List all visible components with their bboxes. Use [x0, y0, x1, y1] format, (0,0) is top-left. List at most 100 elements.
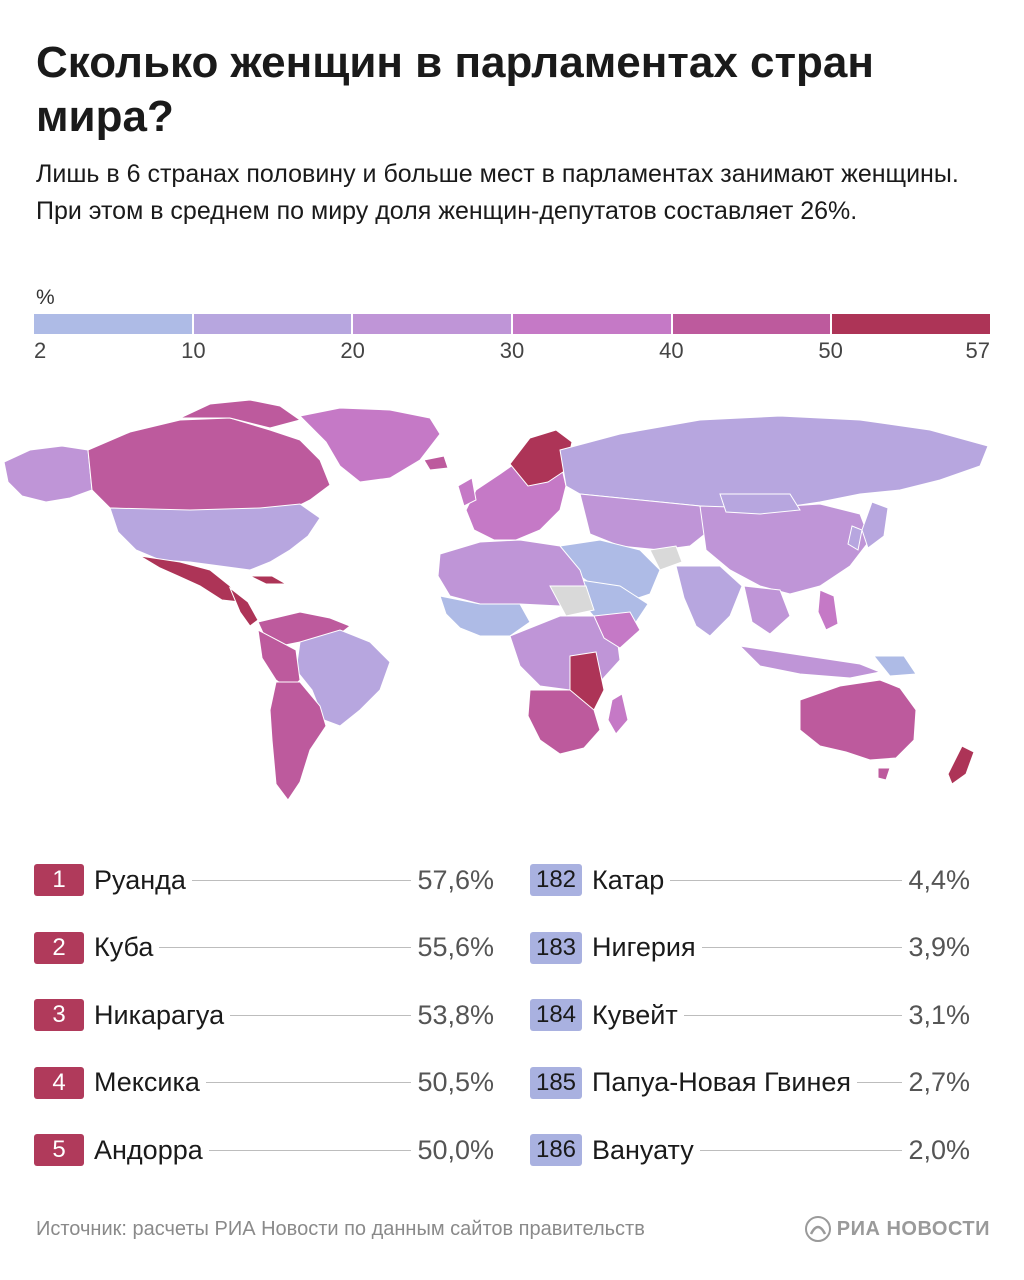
country-name: Куба [94, 932, 154, 962]
brand-logo: РИА НОВОСТИ [804, 1216, 990, 1242]
region-tasmania [877, 767, 891, 781]
scale-segment-5 [672, 314, 831, 334]
scale-tick: 20 [340, 338, 365, 363]
leader-line [683, 1014, 903, 1016]
bottom-ranking: 182 Катар 4,4% 183 Нигерия 3,9% 184 Куве… [530, 860, 970, 1198]
ria-logo-icon [804, 1216, 831, 1242]
world-map [3, 399, 989, 801]
scale-tick: 2 [34, 338, 47, 363]
country-value: 53,8% [417, 999, 494, 1030]
region-korea [847, 525, 863, 551]
rank-badge: 183 [530, 931, 582, 964]
region-uk [457, 477, 477, 507]
leader-line [205, 1082, 412, 1083]
country-name: Вануату [592, 1134, 694, 1165]
region-madagascar [607, 693, 629, 735]
country-value: 50,0% [417, 1134, 494, 1165]
ranking-row: 1 Руанда 57,6% [34, 860, 494, 900]
region-horn-of-africa [593, 611, 641, 649]
country-name: Папуа-Новая Гвинея [592, 1067, 852, 1097]
scale-tick: 50 [818, 338, 843, 363]
region-mexico [139, 555, 241, 603]
country-value: 2,0% [908, 1134, 970, 1165]
rank-badge: 4 [34, 1066, 84, 1099]
region-central-america [228, 586, 259, 627]
ranking-row: 182 Катар 4,4% [530, 860, 970, 900]
ranking-row: 5 Андорра 50,0% [34, 1130, 494, 1170]
region-alaska [3, 445, 93, 503]
region-no-data-africa [549, 585, 595, 617]
ranking-row: 2 Куба 55,6% [34, 928, 494, 968]
region-canada [87, 417, 331, 513]
brand-name: РИА НОВОСТИ [836, 1217, 990, 1240]
region-southern-africa [527, 689, 601, 755]
region-central-asia [579, 493, 711, 551]
region-greenland [298, 407, 441, 483]
ranking-row: 184 Кувейт 3,1% [530, 995, 970, 1035]
ranking-row: 4 Мексика 50,5% [34, 1063, 494, 1103]
leader-line [699, 1149, 903, 1151]
color-scale [34, 314, 991, 334]
region-indonesia [738, 645, 882, 679]
rank-badge: 185 [530, 1066, 582, 1099]
scale-segment-6 [832, 314, 991, 334]
region-china [699, 503, 871, 595]
chart-title: Сколько женщин в парламентах стран мира? [36, 38, 874, 141]
top-ranking: 1 Руанда 57,6% 2 Куба 55,6% 3 Никарагуа … [34, 860, 494, 1198]
scale-tick-labels: 2 10 20 30 40 50 57 [34, 338, 990, 368]
leader-line [208, 1149, 412, 1151]
rank-badge: 3 [34, 999, 84, 1031]
region-australia [799, 679, 917, 761]
region-iceland [423, 455, 449, 471]
region-papua [872, 655, 917, 677]
country-value: 55,6% [417, 932, 494, 962]
leader-line [857, 1082, 903, 1083]
country-value: 2,7% [908, 1067, 970, 1097]
country-name: Мексика [94, 1067, 200, 1097]
ranking-row: 183 Нигерия 3,9% [530, 928, 970, 968]
country-value: 3,1% [908, 999, 970, 1030]
country-name: Руанда [94, 864, 186, 895]
scale-segment-4 [513, 314, 671, 334]
scale-segment-3 [353, 314, 512, 334]
region-india [675, 565, 743, 637]
country-value: 4,4% [908, 864, 970, 895]
region-philippines [817, 589, 839, 631]
region-japan [861, 501, 889, 549]
scale-tick: 30 [499, 338, 525, 363]
leader-line [670, 879, 903, 881]
region-usa [109, 503, 321, 571]
region-southern-cone [269, 681, 327, 801]
region-cuba [249, 575, 288, 585]
region-southeast-asia [743, 585, 791, 635]
rank-badge: 186 [530, 1134, 582, 1166]
ranking-row: 186 Вануату 2,0% [530, 1130, 970, 1170]
ranking-row: 3 Никарагуа 53,8% [34, 995, 494, 1035]
source-note: Источник: расчеты РИА Новости по данным … [36, 1218, 645, 1240]
rank-badge: 2 [34, 931, 84, 964]
scale-segment-2 [193, 314, 352, 334]
scale-segment-1 [34, 314, 192, 334]
chart-subtitle: Лишь в 6 странах половину и больше мест … [36, 160, 959, 225]
region-no-data-asia [649, 545, 683, 571]
legend-unit: % [36, 286, 55, 309]
country-value: 57,6% [417, 864, 494, 895]
country-value: 50,5% [417, 1067, 494, 1097]
leader-line [701, 947, 903, 948]
country-value: 3,9% [908, 932, 970, 962]
leader-line [191, 879, 412, 881]
rank-badge: 184 [530, 999, 582, 1031]
country-name: Никарагуа [94, 999, 225, 1030]
country-name: Андорра [94, 1134, 203, 1165]
region-mongolia [719, 493, 801, 515]
country-name: Нигерия [592, 932, 696, 962]
region-brazil [295, 629, 391, 727]
region-arctic-islands [179, 399, 302, 429]
rank-badge: 5 [34, 1134, 84, 1166]
scale-tick: 57 [965, 338, 990, 363]
country-name: Кувейт [592, 999, 678, 1030]
scale-tick: 40 [659, 338, 684, 363]
rank-badge: 1 [34, 864, 84, 896]
scale-tick: 10 [181, 338, 206, 363]
region-new-zealand [947, 745, 975, 785]
